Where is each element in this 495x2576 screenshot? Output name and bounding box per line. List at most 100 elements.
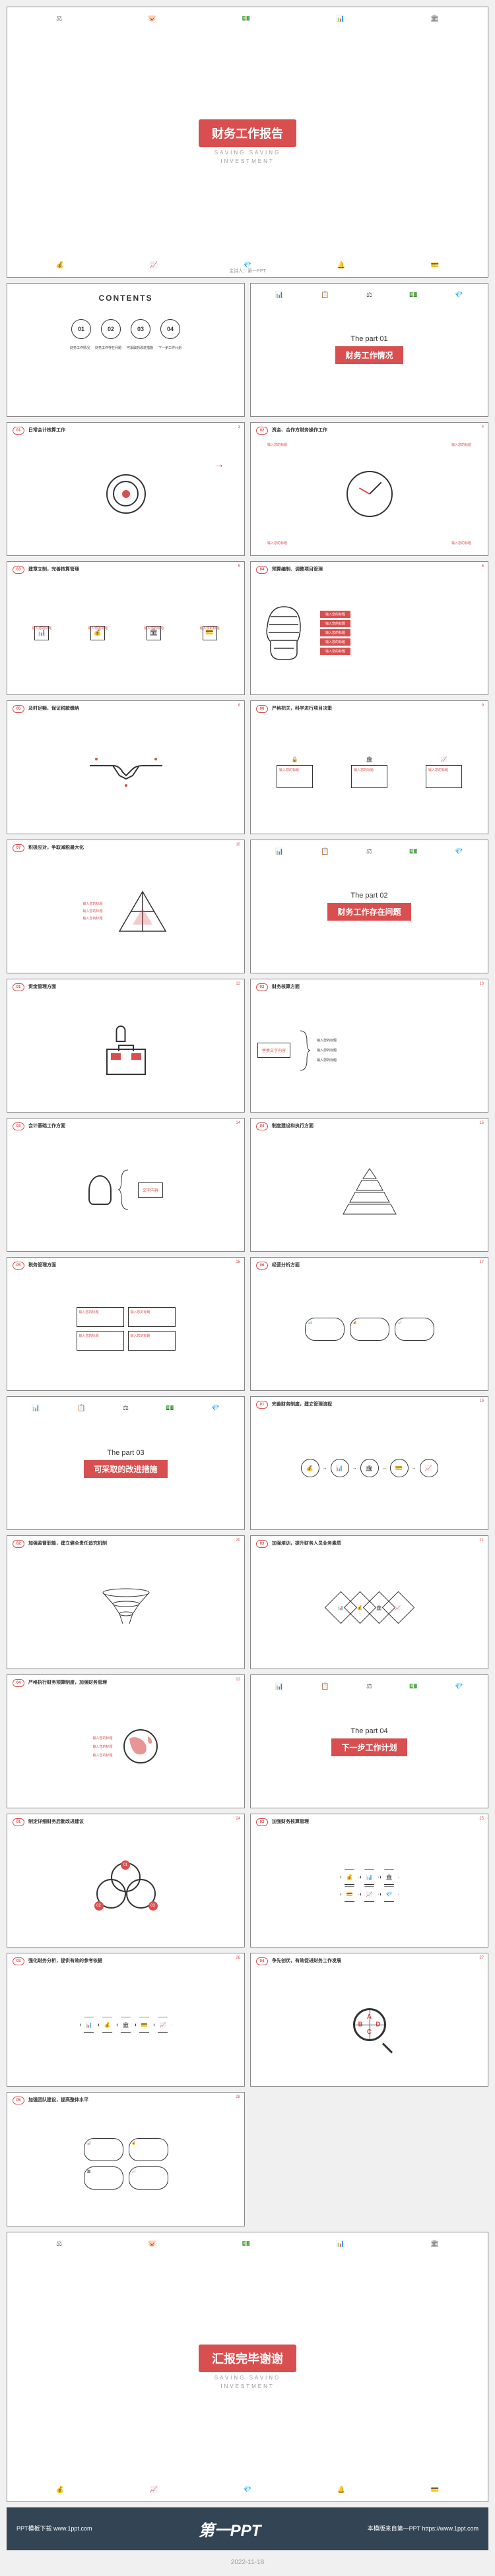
head-rows: 输入您的标题 输入您的标题 输入您的标题 输入您的标题 输入您的标题	[320, 609, 350, 657]
hex-node: 💎	[380, 1886, 399, 1902]
bracket-items: 输入您的标题 输入您的标题 输入您的标题	[317, 1038, 337, 1062]
diamonds-diagram: 📊 💰 🏛 📈	[331, 1596, 408, 1619]
slide-title: 资金管理方面	[28, 983, 56, 990]
slide-bracket-l: 02 财务核算方面 13 替换文字内容 输入您的标题 输入您的标题 输入您的标题	[250, 979, 488, 1113]
page-num: 6	[482, 565, 484, 568]
page-num: 10	[236, 843, 240, 847]
slide-clock: 02 资金、合作方财务操作工作 4 输入您的标题 输入您的标题 输入您的标题 输…	[250, 422, 488, 556]
section-4: 📊📋⚖💵💎 The part 04 下一步工作计划	[250, 1674, 488, 1808]
section-part: The part 03	[107, 1449, 144, 1457]
content-num-4: 04	[160, 319, 180, 339]
rbox: 🏛	[84, 2166, 123, 2190]
page-num: 3	[238, 425, 240, 429]
label: 输入您的标题	[92, 1736, 112, 1740]
slide-4cols: 03 建章立制，完善核算管理 5 📊输入您的标题 💰输入您的标题 🏛输入您的标题…	[7, 561, 245, 695]
bracket-text: 文字内容	[138, 1182, 163, 1198]
page-num: 22	[236, 1678, 240, 1682]
slide-title: 严格把关，科学进行项目决策	[272, 705, 332, 712]
end-sub: SAVING SAVING	[214, 2375, 281, 2381]
page-num: 25	[479, 1817, 484, 1821]
flow-diagram: 💰→ 📊→ 🏛→ 💳→ 📈	[301, 1459, 438, 1477]
page-num: 20	[236, 1539, 240, 1543]
row-label: 输入您的标题	[320, 638, 350, 646]
content-label-3: 可采取的改进措施	[127, 346, 153, 350]
flow-node: 💳	[390, 1459, 409, 1477]
grid-label: 输入您的标题	[79, 1310, 99, 1314]
subtitle-1: SAVING SAVING	[214, 150, 281, 156]
end-slide: ⚖🐷💵📊🏛 汇报完毕谢谢 SAVING SAVING INVESTMENT 💰📈…	[7, 2232, 488, 2503]
col-label: 输入您的标题	[200, 626, 220, 630]
bracket-icon	[118, 1167, 131, 1213]
slide-handshake: 05 及时足额、保证税款缴纳 8	[7, 700, 245, 834]
footer-logo: 第一PPT	[199, 2517, 261, 2540]
page-num: 26	[236, 1956, 240, 1960]
item: 输入您的标题	[317, 1038, 337, 1043]
clock-label: 输入您的标题	[267, 443, 287, 447]
footer: PPT模板下载 www.1ppt.com 第一PPT 本模版来自第一PPT ht…	[7, 2507, 488, 2550]
slide-num: 04	[256, 566, 268, 574]
globe-labels: 输入您的标题 输入您的标题 输入您的标题	[92, 1736, 112, 1758]
globe-icon	[123, 1729, 159, 1765]
page-num: 28	[236, 2095, 240, 2099]
page-num: 4	[482, 425, 484, 429]
grid-label: 输入您的标题	[131, 1310, 150, 1314]
hex-node: 💰	[341, 1869, 359, 1885]
contents-numbers: 01 02 03 04	[7, 319, 244, 339]
lightbulb-icon	[88, 1175, 112, 1205]
hex-node: 📊	[80, 2017, 98, 2033]
grid-label: 输入您的标题	[131, 1334, 150, 1338]
author: 主讲人：第一PPT	[229, 268, 266, 274]
slide-rounded4: 05 加强团队建设，提高整体水平 28 📊 💰 🏛 📈	[7, 2092, 245, 2226]
page-num: 13	[479, 982, 484, 986]
venn-diagram: 01 02 03	[96, 1862, 156, 1909]
hex-chain: 📊 💰 🏛 💳 📈	[80, 2017, 172, 2033]
subtitle-2: INVESTMENT	[220, 158, 275, 164]
safe-icon: 🔒	[292, 756, 298, 762]
slide-title: 财务核算方面	[272, 983, 300, 990]
slide-num: 01	[256, 1401, 268, 1409]
content-label-2: 财务工作存在问题	[95, 346, 121, 350]
slide-num: 06	[256, 1262, 268, 1270]
slide-title: 税务管理方面	[28, 1262, 56, 1268]
title-slide: ⚖🐷💵📊🏛 财务工作报告 SAVING SAVING INVESTMENT 💰📈…	[7, 7, 488, 278]
briefcase-icon	[106, 1049, 146, 1075]
section-1: 📊📋⚖💵💎 The part 01 财务工作情况	[250, 283, 488, 417]
slide-title: 争先创优，有效促进财务工作发展	[272, 1957, 341, 1964]
hex-node: 💰	[98, 2017, 117, 2033]
decor-icons: 📊📋⚖💵💎	[251, 848, 488, 855]
slide-title: 资金、合作方财务操作工作	[272, 427, 327, 433]
slide-venn: 01 制定详细财务后勤改进建议 24 01 02 03	[7, 1814, 245, 1947]
slide-title: 制度建设和执行方面	[272, 1122, 314, 1129]
slide-head: 04 预算编制、调整项目管理 6 输入您的标题 输入您的标题 输入您的标题 输入…	[250, 561, 488, 695]
funnel-icon	[100, 1587, 152, 1627]
slide-funnel: 02 加强监督职能，建立健全责任追究机制 20	[7, 1535, 245, 1669]
slide-title: 制定详细财务后勤改进建议	[28, 1818, 84, 1825]
rounded-grid: 📊 💰 🏛 📈	[84, 2138, 168, 2190]
main-title: 财务工作报告	[199, 119, 296, 147]
footer-line: PPT模板下载 www.1ppt.com	[16, 2525, 92, 2534]
footer-line: 本模版来自第一PPT https://www.1ppt.com	[368, 2525, 478, 2534]
slide-num: 05	[13, 1262, 24, 1270]
slide-diamonds: 03 加强培训，提升财务人员业务素质 21 📊 💰 🏛 📈	[250, 1535, 488, 1669]
tri-labels: 输入您的标题 输入您的标题 输入您的标题	[82, 902, 102, 921]
page-num: 27	[479, 1956, 484, 1960]
slide-triangle: 07 积极应对，争取减税最大化 10 输入您的标题 输入您的标题 输入您的标题	[7, 840, 245, 973]
page-num: 14	[236, 1121, 240, 1125]
row-label: 输入您的标题	[320, 611, 350, 618]
page-num: 12	[236, 982, 240, 986]
venn-num: 01	[121, 1860, 130, 1870]
content-label-4: 下一步工作计划	[158, 346, 182, 350]
magnifier-icon: A B C D	[353, 2008, 386, 2041]
section-2: 📊📋⚖💵💎 The part 02 财务工作存在问题	[250, 840, 488, 973]
slide-title: 积极应对，争取减税最大化	[28, 844, 84, 851]
pyramid-icon	[340, 1165, 399, 1215]
section-part: The part 01	[350, 335, 387, 343]
item: 输入您的标题	[317, 1048, 337, 1053]
handshake-icon	[86, 752, 166, 792]
rbox: 💰	[129, 2138, 168, 2161]
bracket-text: 替换文字内容	[257, 1043, 290, 1058]
decor-icons: 📊📋⚖💵💎	[251, 291, 488, 299]
box-label: 输入您的标题	[279, 768, 299, 772]
arm-icon	[116, 1026, 126, 1042]
slide-num: 02	[256, 983, 268, 991]
